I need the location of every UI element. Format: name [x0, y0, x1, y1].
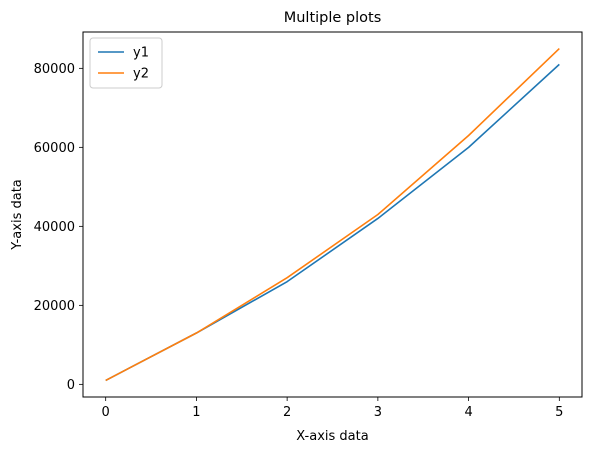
y-axis-ticks: 0 20000 40000 60000 80000 [34, 62, 83, 393]
series-line-y2 [105, 48, 560, 382]
x-tick-label: 5 [555, 405, 563, 420]
x-tick-label: 2 [283, 405, 291, 420]
legend-box [89, 37, 163, 89]
y-tick-label: 60000 [34, 141, 75, 156]
series-line-y1 [105, 63, 560, 382]
x-tick-label: 4 [464, 405, 472, 420]
chart-title: Multiple plots [284, 10, 382, 26]
chart-marks [105, 48, 560, 382]
plot-area-frame [82, 31, 583, 398]
y-tick-label: 40000 [34, 220, 75, 235]
x-tick-label: 1 [192, 405, 200, 420]
x-tick-label: 0 [102, 405, 110, 420]
x-tick-label: 3 [374, 405, 382, 420]
y-axis-label: Y-axis data [10, 179, 25, 251]
legend-label-y2: y2 [133, 67, 149, 82]
x-axis-label: X-axis data [296, 429, 368, 444]
legend-label-y1: y1 [133, 46, 149, 61]
x-axis-ticks: 0 1 2 3 4 5 [102, 397, 563, 420]
y-tick-label: 0 [67, 378, 75, 393]
y-tick-label: 80000 [34, 62, 75, 77]
y-tick-label: 20000 [34, 299, 75, 314]
